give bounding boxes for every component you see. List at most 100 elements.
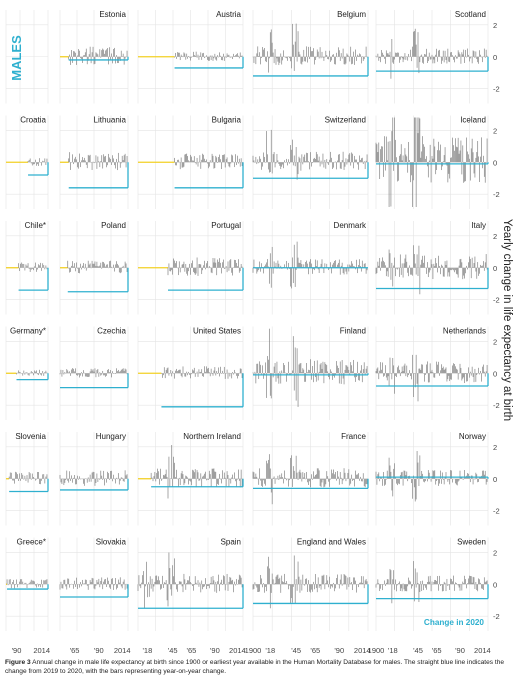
bar [14, 584, 15, 589]
bar [308, 46, 309, 57]
bar [151, 578, 153, 585]
bar [94, 584, 96, 590]
bar [31, 580, 33, 585]
bar [120, 584, 122, 587]
bar [241, 478, 243, 488]
bar [103, 49, 105, 57]
bar [478, 156, 479, 163]
bar [230, 162, 232, 164]
bar [101, 267, 103, 269]
bar [238, 162, 239, 164]
bar [28, 267, 30, 269]
bar [88, 373, 90, 377]
bar [472, 267, 474, 268]
bar [277, 56, 279, 62]
bar [411, 162, 412, 176]
bar [438, 478, 439, 486]
bar [364, 478, 366, 488]
bar [268, 328, 270, 374]
bar [444, 582, 446, 585]
bar [43, 264, 45, 268]
bar [223, 259, 224, 268]
bar [259, 584, 261, 592]
bar [120, 267, 122, 273]
bar [216, 478, 218, 487]
y-tick-label: 0 [493, 475, 497, 484]
bar [301, 264, 303, 268]
bar [325, 162, 327, 169]
bar [70, 162, 71, 170]
bar [390, 162, 392, 207]
bar [426, 48, 427, 57]
bar [279, 577, 281, 585]
bar [223, 154, 225, 163]
bar [406, 156, 408, 163]
bar [481, 265, 482, 268]
bar [352, 153, 353, 163]
bar [437, 267, 438, 273]
bar [117, 584, 118, 588]
bar [341, 56, 343, 59]
bar [181, 470, 183, 479]
bar [316, 360, 318, 374]
bar [273, 152, 275, 163]
bar [378, 583, 380, 585]
bar [286, 478, 287, 481]
bar [303, 49, 305, 57]
bar [64, 579, 66, 585]
bar [322, 153, 324, 163]
bar [420, 264, 422, 268]
bar [411, 478, 412, 484]
bar [424, 478, 425, 483]
bar [29, 581, 31, 585]
bar [383, 373, 384, 377]
bar [293, 555, 295, 585]
bar [446, 56, 448, 64]
bar [43, 474, 45, 479]
bar [470, 373, 472, 376]
bar [268, 56, 269, 73]
bar [203, 584, 204, 588]
bar [318, 267, 320, 273]
bar [414, 263, 416, 268]
bar [392, 117, 394, 163]
bar [213, 56, 215, 59]
bar [355, 373, 356, 382]
bar [264, 478, 265, 484]
bar [350, 362, 352, 374]
bar [362, 56, 364, 61]
bar [346, 365, 348, 374]
bar [38, 584, 39, 587]
bar [486, 365, 488, 374]
bar [284, 264, 285, 268]
bar [203, 475, 204, 479]
bar [73, 368, 74, 374]
x-tick-label: '90 [210, 646, 220, 655]
bar [110, 370, 111, 374]
bar [375, 471, 377, 479]
bar [277, 160, 279, 163]
bar [87, 260, 89, 268]
bar [75, 267, 76, 272]
bar [452, 55, 453, 57]
bar [316, 584, 318, 593]
bar [191, 263, 192, 268]
bar [79, 373, 80, 378]
bar [205, 578, 206, 585]
bar [309, 584, 310, 592]
bar [286, 56, 287, 59]
bar [191, 583, 192, 585]
bar [165, 370, 167, 374]
bar [474, 478, 476, 480]
bar [203, 265, 204, 268]
bar [322, 361, 324, 374]
bar [452, 137, 453, 163]
bar [365, 578, 367, 585]
bar [236, 579, 237, 585]
bar [78, 267, 79, 273]
bar [274, 162, 276, 168]
bar [414, 478, 416, 502]
bar [74, 263, 75, 268]
bar [204, 473, 205, 479]
bar [399, 254, 401, 268]
